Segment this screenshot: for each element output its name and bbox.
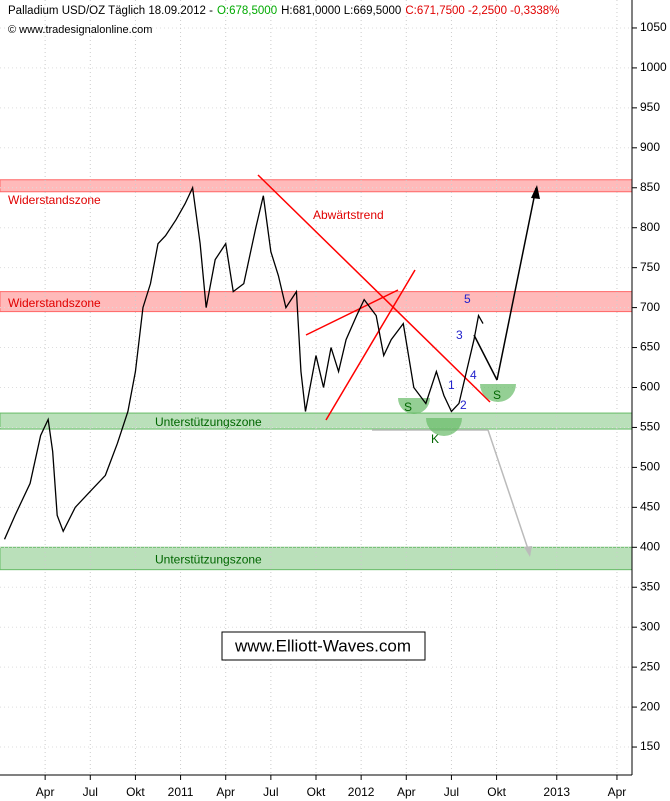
x-tick-label: Okt xyxy=(487,785,506,799)
y-tick-label: 700 xyxy=(640,300,660,314)
y-tick-label: 650 xyxy=(640,340,660,354)
y-tick-label: 200 xyxy=(640,699,660,713)
x-tick-label: 2012 xyxy=(348,785,375,799)
header: Palladium USD/OZ Täglich 18.09.2012 - O:6… xyxy=(8,5,559,17)
wave-label: 1 xyxy=(448,378,455,392)
x-tick-label: Okt xyxy=(307,785,326,799)
zone xyxy=(0,412,633,430)
x-tick-label: Apr xyxy=(608,785,627,799)
x-tick-label: Okt xyxy=(126,785,145,799)
x-tick-label: Apr xyxy=(397,785,416,799)
y-tick-label: 900 xyxy=(640,140,660,154)
zone-label: Unterstützungszone xyxy=(155,553,262,567)
y-tick-label: 550 xyxy=(640,420,660,434)
pattern-label: K xyxy=(431,432,439,446)
annotation: Abwärtstrend xyxy=(313,208,384,222)
price-line xyxy=(3,185,484,540)
x-tick-label: 2011 xyxy=(168,785,194,799)
x-tick-label: Jul xyxy=(263,785,278,799)
arrow-head xyxy=(531,185,540,199)
x-tick-label: 2013 xyxy=(543,785,570,799)
shoulder xyxy=(480,384,516,402)
wave-label: 4 xyxy=(470,368,477,382)
y-tick-label: 150 xyxy=(640,739,660,753)
target-arrow xyxy=(496,187,537,381)
source: © www.tradesignalonline.com xyxy=(8,24,152,36)
zone xyxy=(0,546,633,571)
wave-label: 5 xyxy=(464,292,471,306)
y-tick-label: 250 xyxy=(640,659,660,673)
x-tick-label: Jul xyxy=(83,785,98,799)
y-tick-label: 1000 xyxy=(640,60,667,74)
pattern-label: S xyxy=(493,388,501,402)
wedge-line xyxy=(305,289,399,336)
x-tick-label: Apr xyxy=(36,785,55,799)
y-tick-label: 350 xyxy=(640,579,660,593)
downtrend-line xyxy=(257,174,491,403)
y-tick-label: 750 xyxy=(640,260,660,274)
target-arrow xyxy=(487,429,531,556)
pattern-label: S xyxy=(404,400,412,414)
header-part: C:671,7500 -2,2500 -0,3338% xyxy=(405,5,559,17)
header-part: H:681,0000 L:669,5000 xyxy=(281,5,401,17)
y-tick-label: 450 xyxy=(640,500,660,514)
shoulder xyxy=(398,398,430,414)
y-tick-label: 800 xyxy=(640,220,660,234)
zone-label: Widerstandszone xyxy=(8,296,101,310)
y-tick-label: 600 xyxy=(640,380,660,394)
head xyxy=(426,418,462,436)
y-tick-label: 400 xyxy=(640,539,660,553)
x-tick-label: Jul xyxy=(444,785,459,799)
y-tick-label: 300 xyxy=(640,619,660,633)
y-tick-label: 850 xyxy=(640,180,660,194)
watermark: www.Elliott-Waves.com xyxy=(234,636,411,655)
header-part: Palladium USD/OZ Täglich 18.09.2012 - xyxy=(8,5,213,17)
y-tick-label: 950 xyxy=(640,100,660,114)
header-part: O:678,5000 xyxy=(217,5,277,17)
x-tick-label: Apr xyxy=(216,785,235,799)
target-arrow xyxy=(473,334,498,381)
y-tick-label: 500 xyxy=(640,460,660,474)
zone-label: Widerstandszone xyxy=(8,193,101,207)
y-tick-label: 1050 xyxy=(640,20,667,34)
drawings xyxy=(257,174,540,557)
wave-label: 2 xyxy=(460,398,467,412)
arrow-head xyxy=(524,546,532,557)
wedge-line xyxy=(325,269,416,421)
zone-label: Unterstützungszone xyxy=(155,415,262,429)
watermark-box xyxy=(221,631,426,661)
wave-label: 3 xyxy=(456,328,463,342)
